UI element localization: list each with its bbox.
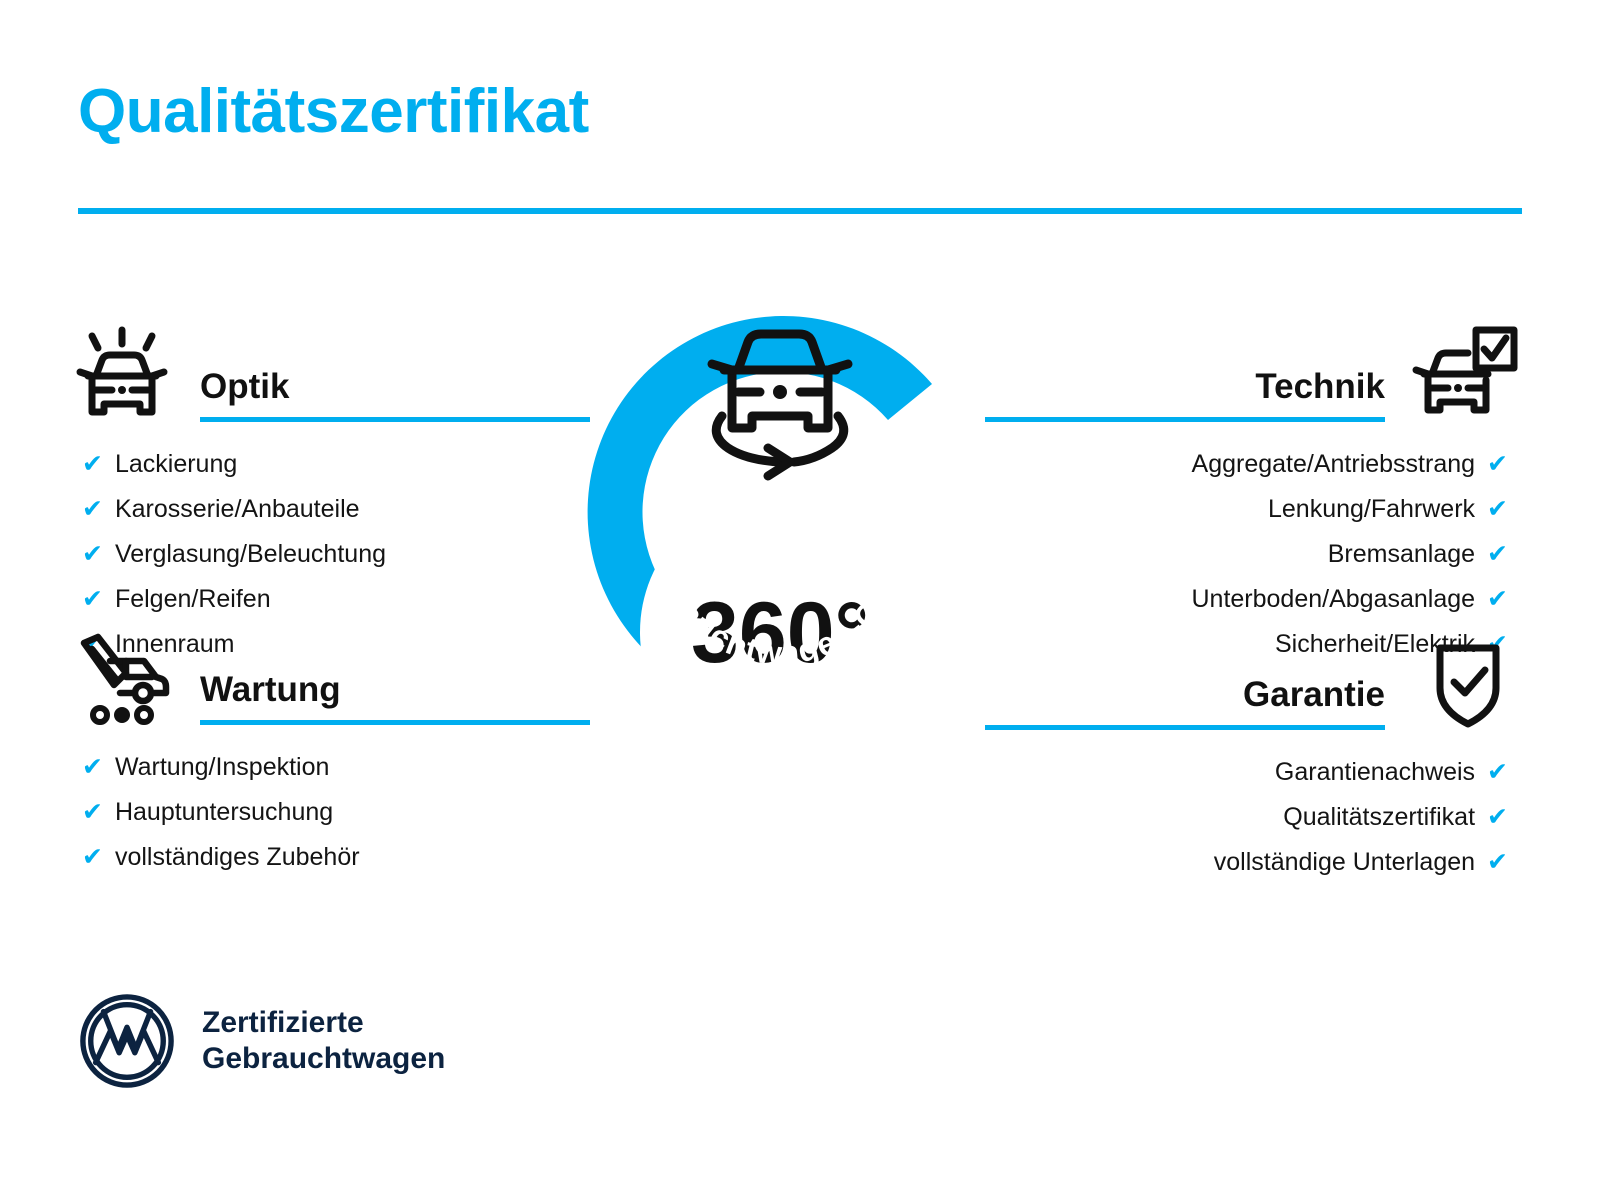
wrench-car-icon (70, 627, 174, 727)
list-item-label: Hauptuntersuchung (114, 798, 334, 826)
section-title-garantie: Garantie (1243, 675, 1385, 714)
list-item-label: Qualitätszertifikat (1283, 803, 1476, 831)
list-item: ✔ vollständiges Zubehör (70, 835, 590, 880)
list-item-label: Bremsanlage (1327, 540, 1476, 568)
car-shine-icon (70, 324, 174, 424)
check-icon: ✔ (1487, 848, 1508, 876)
list-item: ✔ Wartung/Inspektion (70, 745, 590, 790)
list-item: ✔ Felgen/Reifen (70, 577, 590, 622)
check-icon: ✔ (82, 540, 103, 568)
section-underline-optik (200, 417, 590, 422)
check-list-garantie: Garantienachweis ✔ Qualitätszertifikat ✔ v… (985, 738, 1520, 885)
section-header-technik: Technik (985, 322, 1520, 430)
vw-lockup-text: Zertifizierte Gebrauchtwagen (202, 1005, 445, 1077)
check-icon: ✔ (1487, 585, 1508, 613)
section-underline-wartung (200, 720, 590, 725)
section-garantie: Garantie Garantienachweis ✔ Qualitätszert… (985, 630, 1520, 885)
section-header-optik: Optik (70, 322, 590, 430)
list-item: Garantienachweis ✔ (985, 750, 1520, 795)
list-item: Bremsanlage ✔ (985, 532, 1520, 577)
vw-lockup-line2: Gebrauchtwagen (202, 1042, 446, 1075)
list-item-label: Lenkung/Fahrwerk (1267, 495, 1476, 523)
check-icon: ✔ (1487, 803, 1508, 831)
car-rotation-icon (707, 329, 853, 481)
check-icon: ✔ (82, 450, 103, 478)
check-list-technik: Aggregate/Antriebsstrang ✔ Lenkung/Fahrwe… (985, 430, 1520, 667)
check-icon: ✔ (82, 753, 103, 781)
car-checkbox-icon (1410, 324, 1520, 424)
list-item: ✔ Innenraum (70, 622, 590, 667)
check-icon: ✔ (1487, 450, 1508, 478)
list-item: ✔ Lackierung (70, 442, 590, 487)
list-item: ✔ Verglasung/Beleuchtung (70, 532, 590, 577)
section-header-wartung: Wartung (70, 625, 590, 733)
section-title-technik: Technik (1255, 367, 1385, 406)
section-optik: Optik ✔ Lackierung ✔ Karosserie/Anbauteile… (70, 322, 590, 667)
check-icon: ✔ (1487, 540, 1508, 568)
check-icon: ✔ (82, 798, 103, 826)
list-item: ✔ Hauptuntersuchung (70, 790, 590, 835)
check-icon: ✔ (82, 495, 103, 523)
check-icon: ✔ (1487, 758, 1508, 786)
list-item-label: Verglasung/Beleuchtung (114, 540, 386, 568)
page-title: Qualitätszertifikat (78, 77, 589, 146)
section-wartung: Wartung ✔ Wartung/Inspektion ✔ Hauptunters… (70, 625, 590, 880)
360-check-badge: 360° Gebrauchtwagen-Check (560, 300, 1000, 750)
list-item-label: Lackierung (114, 450, 238, 478)
check-icon: ✔ (82, 843, 103, 871)
list-item: Aggregate/Antriebsstrang ✔ (985, 442, 1520, 487)
list-item-label: Karosserie/Anbauteile (114, 495, 360, 523)
list-item: Lenkung/Fahrwerk ✔ (985, 487, 1520, 532)
check-list-wartung: ✔ Wartung/Inspektion ✔ Hauptuntersuchung ✔… (70, 733, 590, 880)
list-item-label: Felgen/Reifen (114, 585, 271, 613)
section-technik: Technik Aggregate/Antriebsstrang ✔ Lenkun… (985, 322, 1520, 667)
badge-center-label: 360° (691, 585, 869, 681)
section-header-garantie: Garantie (985, 630, 1520, 738)
section-title-optik: Optik (200, 367, 290, 406)
vw-lockup-line1: Zertifizierte (202, 1006, 364, 1039)
list-item-label: Unterboden/Abgasanlage (1191, 585, 1476, 613)
section-underline-garantie (985, 725, 1385, 730)
check-icon: ✔ (1487, 495, 1508, 523)
header-divider (78, 208, 1522, 214)
list-item-label: vollständige Unterlagen (1213, 848, 1476, 876)
vw-logo-icon (78, 992, 176, 1090)
list-item: vollständige Unterlagen ✔ (985, 840, 1520, 885)
check-list-optik: ✔ Lackierung ✔ Karosserie/Anbauteile ✔ Verg… (70, 430, 590, 667)
section-underline-technik (985, 417, 1385, 422)
list-item: Unterboden/Abgasanlage ✔ (985, 577, 1520, 622)
list-item-label: Garantienachweis (1274, 758, 1476, 786)
list-item-label: Wartung/Inspektion (114, 753, 330, 781)
list-item-label: vollständiges Zubehör (114, 843, 360, 871)
vw-lockup: Zertifizierte Gebrauchtwagen (78, 992, 445, 1090)
list-item-label: Innenraum (114, 630, 235, 658)
list-item: ✔ Karosserie/Anbauteile (70, 487, 590, 532)
check-icon: ✔ (82, 585, 103, 613)
shield-check-icon (1416, 636, 1520, 732)
list-item: Qualitätszertifikat ✔ (985, 795, 1520, 840)
section-title-wartung: Wartung (200, 670, 341, 709)
list-item-label: Aggregate/Antriebsstrang (1191, 450, 1476, 478)
